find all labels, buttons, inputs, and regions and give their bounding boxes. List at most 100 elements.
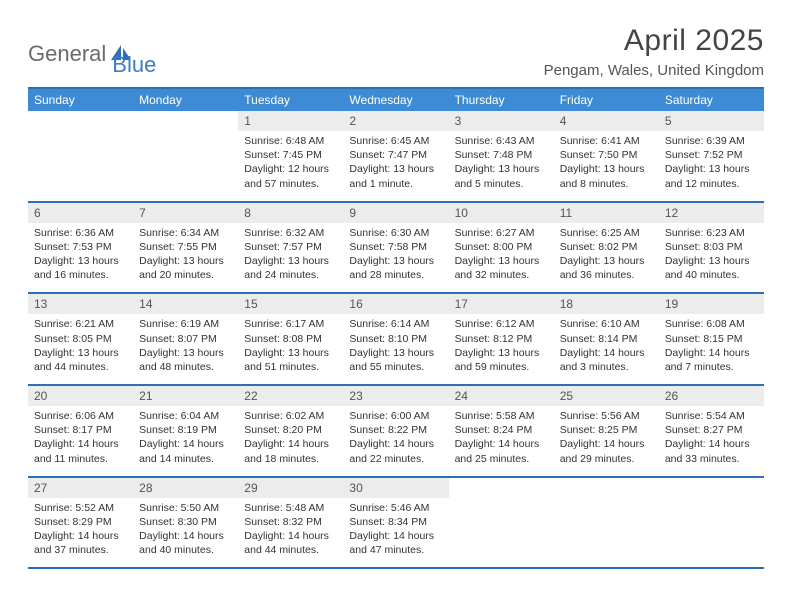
day-number bbox=[554, 478, 659, 498]
detail-row: Sunrise: 6:21 AMSunset: 8:05 PMDaylight:… bbox=[28, 314, 764, 384]
week-row: 13141516171819Sunrise: 6:21 AMSunset: 8:… bbox=[28, 294, 764, 386]
sunrise-text: Sunrise: 5:58 AM bbox=[455, 409, 548, 423]
day-details: Sunrise: 6:32 AMSunset: 7:57 PMDaylight:… bbox=[238, 223, 343, 293]
sunrise-text: Sunrise: 6:12 AM bbox=[455, 317, 548, 331]
daylight-text: Daylight: 14 hours and 14 minutes. bbox=[139, 437, 232, 465]
sunrise-text: Sunrise: 6:00 AM bbox=[349, 409, 442, 423]
day-details: Sunrise: 6:23 AMSunset: 8:03 PMDaylight:… bbox=[659, 223, 764, 293]
day-details: Sunrise: 6:12 AMSunset: 8:12 PMDaylight:… bbox=[449, 314, 554, 384]
day-number bbox=[133, 111, 238, 131]
day-details: Sunrise: 6:25 AMSunset: 8:02 PMDaylight:… bbox=[554, 223, 659, 293]
sunset-text: Sunset: 7:48 PM bbox=[455, 148, 548, 162]
sunset-text: Sunset: 8:12 PM bbox=[455, 332, 548, 346]
day-number: 10 bbox=[449, 203, 554, 223]
sunrise-text: Sunrise: 6:19 AM bbox=[139, 317, 232, 331]
detail-row: Sunrise: 5:52 AMSunset: 8:29 PMDaylight:… bbox=[28, 498, 764, 568]
calendar-grid: SundayMondayTuesdayWednesdayThursdayFrid… bbox=[28, 87, 764, 569]
day-number bbox=[659, 478, 764, 498]
sunrise-text: Sunrise: 6:34 AM bbox=[139, 226, 232, 240]
weekday-header-row: SundayMondayTuesdayWednesdayThursdayFrid… bbox=[28, 89, 764, 111]
daylight-text: Daylight: 12 hours and 57 minutes. bbox=[244, 162, 337, 190]
sunrise-text: Sunrise: 5:52 AM bbox=[34, 501, 127, 515]
sunset-text: Sunset: 7:55 PM bbox=[139, 240, 232, 254]
sunrise-text: Sunrise: 6:32 AM bbox=[244, 226, 337, 240]
daylight-text: Daylight: 13 hours and 48 minutes. bbox=[139, 346, 232, 374]
day-details: Sunrise: 5:50 AMSunset: 8:30 PMDaylight:… bbox=[133, 498, 238, 568]
sunrise-text: Sunrise: 6:30 AM bbox=[349, 226, 442, 240]
sunset-text: Sunset: 8:14 PM bbox=[560, 332, 653, 346]
sunrise-text: Sunrise: 6:08 AM bbox=[665, 317, 758, 331]
sunrise-text: Sunrise: 6:43 AM bbox=[455, 134, 548, 148]
daylight-text: Daylight: 14 hours and 47 minutes. bbox=[349, 529, 442, 557]
daylight-text: Daylight: 13 hours and 16 minutes. bbox=[34, 254, 127, 282]
day-number: 29 bbox=[238, 478, 343, 498]
sunrise-text: Sunrise: 6:06 AM bbox=[34, 409, 127, 423]
sunrise-text: Sunrise: 5:50 AM bbox=[139, 501, 232, 515]
day-details: Sunrise: 6:48 AMSunset: 7:45 PMDaylight:… bbox=[238, 131, 343, 201]
day-number: 5 bbox=[659, 111, 764, 131]
day-number: 23 bbox=[343, 386, 448, 406]
daylight-text: Daylight: 13 hours and 59 minutes. bbox=[455, 346, 548, 374]
sunrise-text: Sunrise: 5:46 AM bbox=[349, 501, 442, 515]
sunset-text: Sunset: 8:07 PM bbox=[139, 332, 232, 346]
daylight-text: Daylight: 14 hours and 33 minutes. bbox=[665, 437, 758, 465]
sunset-text: Sunset: 7:57 PM bbox=[244, 240, 337, 254]
sunrise-text: Sunrise: 5:56 AM bbox=[560, 409, 653, 423]
week-row: 6789101112Sunrise: 6:36 AMSunset: 7:53 P… bbox=[28, 203, 764, 295]
daynum-row: 13141516171819 bbox=[28, 294, 764, 314]
sunset-text: Sunset: 7:50 PM bbox=[560, 148, 653, 162]
daynum-row: 12345 bbox=[28, 111, 764, 131]
day-number: 24 bbox=[449, 386, 554, 406]
day-details bbox=[554, 498, 659, 568]
weekday-header: Thursday bbox=[449, 89, 554, 111]
detail-row: Sunrise: 6:06 AMSunset: 8:17 PMDaylight:… bbox=[28, 406, 764, 476]
daynum-row: 6789101112 bbox=[28, 203, 764, 223]
daylight-text: Daylight: 13 hours and 8 minutes. bbox=[560, 162, 653, 190]
weekday-header: Wednesday bbox=[343, 89, 448, 111]
day-details: Sunrise: 5:56 AMSunset: 8:25 PMDaylight:… bbox=[554, 406, 659, 476]
day-number: 18 bbox=[554, 294, 659, 314]
sunset-text: Sunset: 8:02 PM bbox=[560, 240, 653, 254]
daylight-text: Daylight: 13 hours and 12 minutes. bbox=[665, 162, 758, 190]
day-details: Sunrise: 5:58 AMSunset: 8:24 PMDaylight:… bbox=[449, 406, 554, 476]
week-row: 20212223242526Sunrise: 6:06 AMSunset: 8:… bbox=[28, 386, 764, 478]
sunset-text: Sunset: 8:24 PM bbox=[455, 423, 548, 437]
daynum-row: 27282930 bbox=[28, 478, 764, 498]
sunset-text: Sunset: 7:47 PM bbox=[349, 148, 442, 162]
daylight-text: Daylight: 13 hours and 32 minutes. bbox=[455, 254, 548, 282]
daylight-text: Daylight: 13 hours and 40 minutes. bbox=[665, 254, 758, 282]
day-details: Sunrise: 5:52 AMSunset: 8:29 PMDaylight:… bbox=[28, 498, 133, 568]
sunset-text: Sunset: 7:45 PM bbox=[244, 148, 337, 162]
sunrise-text: Sunrise: 6:48 AM bbox=[244, 134, 337, 148]
day-number: 9 bbox=[343, 203, 448, 223]
daylight-text: Daylight: 13 hours and 36 minutes. bbox=[560, 254, 653, 282]
day-details bbox=[449, 498, 554, 568]
page-header: General Blue April 2025 Pengam, Wales, U… bbox=[28, 24, 764, 79]
daylight-text: Daylight: 13 hours and 44 minutes. bbox=[34, 346, 127, 374]
day-number: 16 bbox=[343, 294, 448, 314]
sunrise-text: Sunrise: 6:39 AM bbox=[665, 134, 758, 148]
daylight-text: Daylight: 13 hours and 5 minutes. bbox=[455, 162, 548, 190]
sunset-text: Sunset: 8:20 PM bbox=[244, 423, 337, 437]
day-details: Sunrise: 6:34 AMSunset: 7:55 PMDaylight:… bbox=[133, 223, 238, 293]
logo: General Blue bbox=[28, 24, 156, 78]
sunrise-text: Sunrise: 6:41 AM bbox=[560, 134, 653, 148]
daylight-text: Daylight: 13 hours and 1 minute. bbox=[349, 162, 442, 190]
day-number: 11 bbox=[554, 203, 659, 223]
daylight-text: Daylight: 14 hours and 25 minutes. bbox=[455, 437, 548, 465]
day-number: 17 bbox=[449, 294, 554, 314]
daylight-text: Daylight: 14 hours and 18 minutes. bbox=[244, 437, 337, 465]
day-details bbox=[133, 131, 238, 201]
day-number: 25 bbox=[554, 386, 659, 406]
day-details: Sunrise: 6:45 AMSunset: 7:47 PMDaylight:… bbox=[343, 131, 448, 201]
day-number: 6 bbox=[28, 203, 133, 223]
detail-row: Sunrise: 6:48 AMSunset: 7:45 PMDaylight:… bbox=[28, 131, 764, 201]
sunrise-text: Sunrise: 6:14 AM bbox=[349, 317, 442, 331]
day-details: Sunrise: 6:19 AMSunset: 8:07 PMDaylight:… bbox=[133, 314, 238, 384]
sunset-text: Sunset: 8:32 PM bbox=[244, 515, 337, 529]
day-number: 21 bbox=[133, 386, 238, 406]
day-number: 4 bbox=[554, 111, 659, 131]
daylight-text: Daylight: 14 hours and 29 minutes. bbox=[560, 437, 653, 465]
page-title: April 2025 bbox=[544, 24, 764, 58]
sunrise-text: Sunrise: 6:10 AM bbox=[560, 317, 653, 331]
